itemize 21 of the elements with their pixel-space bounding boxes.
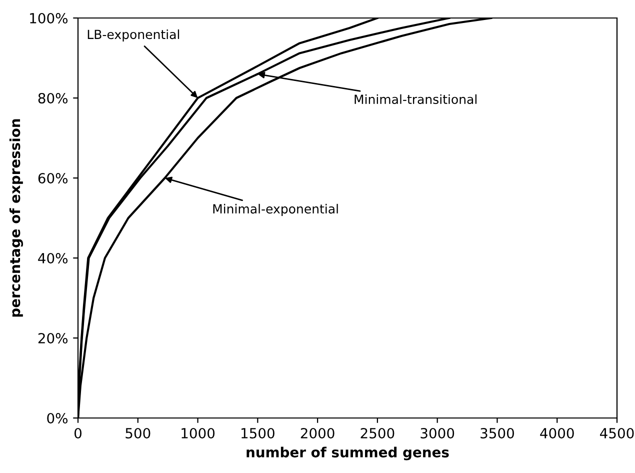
- y-tick-label: 20%: [38, 332, 68, 344]
- x-tick-label: 4000: [540, 428, 574, 438]
- x-tick-label: 2500: [360, 428, 394, 438]
- x-tick-label: 1000: [182, 428, 215, 438]
- x-axis-title: number of summed genes: [246, 446, 449, 460]
- y-tick-label: 60%: [38, 172, 68, 184]
- x-tick-label: 1500: [242, 428, 274, 438]
- annotation: Minimal-transitional: [354, 94, 476, 104]
- y-tick-label: 40%: [38, 252, 68, 264]
- x-tick-label: 3500: [480, 428, 514, 438]
- y-tick-label: 100%: [30, 12, 68, 24]
- x-tick-label: 3000: [420, 428, 454, 438]
- annotation: LB-exponential: [88, 29, 180, 42]
- y-axis-title: percentage of expression: [9, 119, 24, 317]
- x-tick-label: 0: [74, 428, 82, 438]
- x-tick-label: 500: [126, 428, 150, 438]
- x-tick-label: 2000: [300, 428, 334, 438]
- x-tick-label: 4500: [600, 428, 634, 438]
- annotation: Minimal-exponential: [213, 204, 338, 216]
- y-tick-label: 80%: [38, 92, 68, 104]
- y-tick-label: 0%: [47, 412, 68, 424]
